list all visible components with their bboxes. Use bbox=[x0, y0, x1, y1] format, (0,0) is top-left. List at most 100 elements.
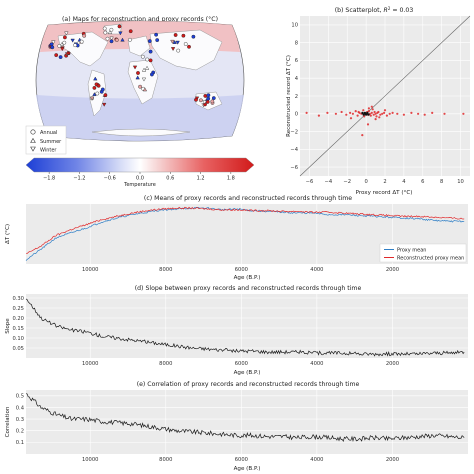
time-ytick: 0.05 bbox=[12, 346, 24, 352]
scatter-point bbox=[317, 114, 320, 117]
proxy-marker-annual bbox=[173, 33, 178, 37]
scatter-point bbox=[402, 113, 405, 116]
panel-e: (e) Correlation of proxy records and rec… bbox=[5, 381, 468, 472]
scatter-point bbox=[410, 111, 413, 114]
proxy-marker-annual bbox=[210, 99, 215, 104]
proxy-marker-annual bbox=[109, 39, 114, 44]
proxy-marker-annual bbox=[95, 91, 100, 96]
proxy-marker-annual bbox=[154, 32, 159, 37]
scatter-point bbox=[381, 112, 384, 115]
time-xtick: 8000 bbox=[159, 361, 172, 367]
series-line-b bbox=[25, 206, 465, 255]
time-ytick: 0.25 bbox=[12, 306, 24, 312]
scatter-point bbox=[375, 115, 378, 118]
proxy-marker-annual bbox=[82, 33, 87, 38]
correlation-xlabel: Age (B.P.) bbox=[234, 466, 261, 472]
proxy-marker-annual bbox=[117, 24, 122, 29]
scatter-point bbox=[361, 134, 364, 137]
proxy-marker-annual bbox=[206, 93, 211, 98]
proxy-marker-annual bbox=[147, 39, 152, 43]
proxy-marker-annual bbox=[79, 39, 84, 44]
means-ylabel: ΔT (°C) bbox=[5, 224, 11, 244]
scatter-xtick: 4 bbox=[402, 179, 406, 185]
colorbar-tick-label: 0.6 bbox=[166, 176, 174, 182]
scatter-point bbox=[383, 109, 387, 112]
time-xtick: 2000 bbox=[386, 361, 399, 367]
proxy-marker-annual bbox=[155, 38, 160, 42]
time-xtick: 10000 bbox=[82, 457, 99, 463]
map-continents bbox=[57, 23, 223, 137]
time-xtick: 6000 bbox=[235, 457, 248, 463]
time-xtick: 4000 bbox=[310, 457, 323, 463]
legend-summer: Summer bbox=[40, 139, 62, 145]
proxy-marker-annual bbox=[58, 55, 63, 59]
proxy-marker-winter bbox=[170, 47, 176, 51]
scatter-point bbox=[423, 113, 426, 116]
proxy-marker-summer bbox=[135, 75, 140, 80]
scatter-ytick: 0 bbox=[295, 112, 298, 118]
scatter-xtick: 10 bbox=[457, 179, 464, 185]
proxy-marker-winter bbox=[170, 39, 175, 44]
proxy-marker-annual bbox=[128, 29, 133, 34]
proxy-marker-winter bbox=[60, 47, 65, 52]
scatter-ylabel: Reconstructed record ΔT (°C) bbox=[286, 55, 292, 137]
scatter-xtick: 8 bbox=[440, 179, 443, 185]
time-xtick: 6000 bbox=[235, 267, 248, 273]
time-xtick: 4000 bbox=[310, 361, 323, 367]
scatter-xtick: −2 bbox=[343, 179, 351, 185]
proxy-marker-summer bbox=[141, 67, 147, 72]
legend-triangle-up-icon bbox=[30, 137, 36, 143]
panel-a-title: (a) Maps for reconstruction and proxy re… bbox=[62, 15, 218, 23]
slope-plot-area bbox=[26, 294, 468, 358]
scatter-point bbox=[351, 112, 354, 115]
proxy-marker-annual bbox=[73, 43, 78, 48]
proxy-marker-annual bbox=[92, 86, 97, 90]
slope-ylabel: Slope bbox=[5, 318, 11, 334]
scatter-point bbox=[305, 111, 308, 114]
proxy-marker-winter bbox=[109, 36, 114, 41]
time-ytick: 0.15 bbox=[12, 326, 24, 332]
proxy-marker-annual bbox=[198, 98, 203, 103]
proxy-marker-winter bbox=[132, 65, 138, 70]
series-line-a bbox=[25, 207, 465, 261]
proxy-marker-annual bbox=[176, 48, 181, 53]
panel-b: (b) Scatterplot, R2 = 0.03 −6 −4 −2 0 2 4 6 8 10… bbox=[286, 6, 471, 196]
time-ytick: 0.4 bbox=[16, 405, 25, 411]
scatter-ytick: 8 bbox=[295, 40, 298, 46]
proxy-marker-annual bbox=[149, 72, 154, 77]
proxy-marker-annual bbox=[54, 53, 59, 57]
scatter-point bbox=[378, 116, 381, 119]
proxy-marker-annual bbox=[187, 44, 191, 49]
legend-triangle-down-icon bbox=[30, 146, 36, 152]
colorbar-tick-label: −1.8 bbox=[43, 176, 55, 182]
proxy-marker-annual bbox=[205, 100, 210, 104]
time-ytick: 0.5 bbox=[16, 394, 24, 400]
proxy-marker-annual bbox=[102, 26, 107, 31]
scatter-point-dense bbox=[367, 113, 370, 116]
scatter-point bbox=[357, 110, 360, 114]
scatter-point bbox=[372, 113, 375, 116]
colorbar-tick-label: 1.8 bbox=[227, 176, 235, 182]
proxy-marker-summer bbox=[142, 87, 148, 92]
proxy-marker-winter bbox=[64, 31, 69, 36]
time-ytick: 0.2 bbox=[16, 429, 24, 435]
series-line-a bbox=[25, 393, 465, 443]
correlation-plot-area bbox=[26, 390, 468, 454]
proxy-marker-winter bbox=[118, 31, 123, 36]
scatter-xtick: −4 bbox=[325, 179, 333, 185]
scatter-xtick: 6 bbox=[421, 179, 424, 185]
scatter-point bbox=[362, 109, 365, 112]
proxy-marker-annual bbox=[138, 84, 143, 89]
scatter-ytick: 10 bbox=[291, 23, 298, 29]
scatter-point bbox=[326, 111, 329, 114]
colorbar-label: Temperature bbox=[123, 182, 156, 188]
proxy-marker-summer bbox=[59, 42, 65, 46]
scatter-point bbox=[345, 113, 348, 116]
scatter-point bbox=[349, 111, 352, 114]
means-xlabel: Age (B.P.) bbox=[234, 275, 261, 281]
proxy-marker-summer bbox=[93, 76, 98, 81]
scatter-point bbox=[373, 110, 376, 114]
proxy-marker-annual bbox=[181, 33, 186, 38]
proxy-marker-annual bbox=[191, 34, 196, 39]
